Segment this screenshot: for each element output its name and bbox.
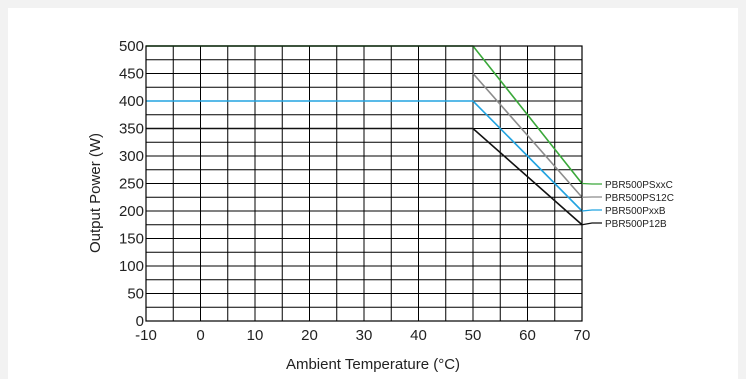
y-tick-label: 200 [119, 203, 144, 220]
series-line-pbr500ps12c [472, 72, 583, 198]
series-line-pbr500p12b [146, 127, 583, 226]
grid [146, 46, 582, 321]
y-tick-label: 450 [119, 66, 144, 83]
legend-connector [581, 182, 602, 185]
y-tick-label: 300 [119, 148, 144, 165]
y-tick-label: 500 [119, 38, 144, 55]
x-tick-label: 20 [301, 327, 318, 344]
power-derating-chart: -10 0 10 20 30 40 50 60 700501001502002503003504… [87, 38, 674, 373]
legend-label-pbr500pxxb: PBR500PxxB [605, 206, 666, 217]
x-tick-label: 60 [519, 327, 536, 344]
y-tick-label: 50 [127, 286, 144, 303]
y-tick-label: 100 [119, 258, 144, 275]
legend: PBR500PSxxC PBR500PS12C PBR500PxxB PBR500P1… [581, 180, 674, 230]
y-tick-label: 400 [119, 93, 144, 110]
legend-label-pbr500p12b: PBR500P12B [605, 219, 667, 230]
legend-label-pbr500psxxc: PBR500PSxxC [605, 180, 673, 191]
chart-card: -10 0 10 20 30 40 50 60 70 0 50 100 150 200 250 300 350 4… [8, 8, 738, 379]
tick-labels: -10 0 10 20 30 40 50 60 700501001502002503003504… [119, 38, 590, 344]
x-tick-label: 10 [247, 327, 264, 344]
x-tick-label: 30 [356, 327, 373, 344]
x-tick-label: 40 [410, 327, 427, 344]
y-tick-label: 250 [119, 176, 144, 193]
x-tick-label: 50 [465, 327, 482, 344]
x-axis-title: Ambient Temperature (°C) [286, 356, 460, 373]
legend-label-pbr500ps12c: PBR500PS12C [605, 193, 674, 204]
y-tick-label: 350 [119, 121, 144, 138]
y-axis-title: Output Power (W) [87, 133, 104, 253]
y-tick-label: 150 [119, 231, 144, 248]
x-tick-label: 0 [196, 327, 204, 344]
y-tick-label: 0 [136, 313, 144, 330]
x-tick-label: -10 [135, 327, 157, 344]
x-tick-label: 70 [574, 327, 591, 344]
series-line-pbr500pxxb [146, 100, 583, 212]
legend-connector [581, 222, 602, 226]
legend-connector [581, 209, 602, 212]
